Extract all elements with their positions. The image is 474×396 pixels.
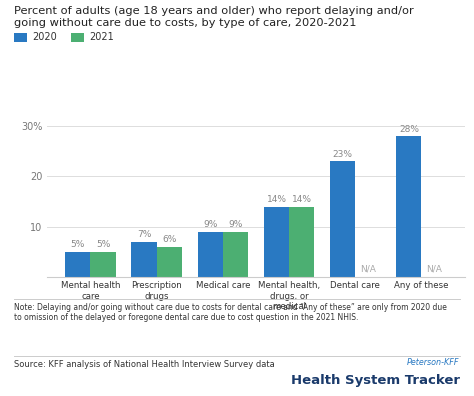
Text: 5%: 5% (71, 240, 85, 249)
Text: 14%: 14% (266, 195, 286, 204)
Bar (131, 242, 156, 277)
Text: 14%: 14% (292, 195, 311, 204)
Text: Health System Tracker: Health System Tracker (291, 374, 460, 387)
Bar (396, 136, 421, 277)
Bar (330, 161, 356, 277)
Bar (198, 232, 223, 277)
Text: Source: KFF analysis of National Health Interview Survey data: Source: KFF analysis of National Health … (14, 360, 275, 369)
Bar (65, 252, 91, 277)
Text: N/A: N/A (426, 264, 442, 273)
Text: 2020: 2020 (32, 32, 57, 42)
Bar (264, 207, 289, 277)
Text: 6%: 6% (162, 236, 176, 244)
Text: 23%: 23% (333, 150, 353, 159)
Text: 28%: 28% (399, 125, 419, 133)
Bar (91, 252, 116, 277)
Text: Peterson-KFF: Peterson-KFF (407, 358, 460, 367)
Text: Note: Delaying and/or going without care due to costs for dental care and “Any o: Note: Delaying and/or going without care… (14, 303, 447, 322)
Bar (223, 232, 248, 277)
Text: 5%: 5% (96, 240, 110, 249)
Text: 2021: 2021 (89, 32, 114, 42)
Text: Percent of adults (age 18 years and older) who report delaying and/or: Percent of adults (age 18 years and olde… (14, 6, 414, 16)
Text: N/A: N/A (360, 264, 376, 273)
Bar (156, 247, 182, 277)
Text: going without care due to costs, by type of care, 2020-2021: going without care due to costs, by type… (14, 18, 357, 28)
Text: 9%: 9% (228, 220, 243, 229)
Bar (289, 207, 314, 277)
Text: 7%: 7% (137, 230, 151, 240)
Text: 9%: 9% (203, 220, 218, 229)
